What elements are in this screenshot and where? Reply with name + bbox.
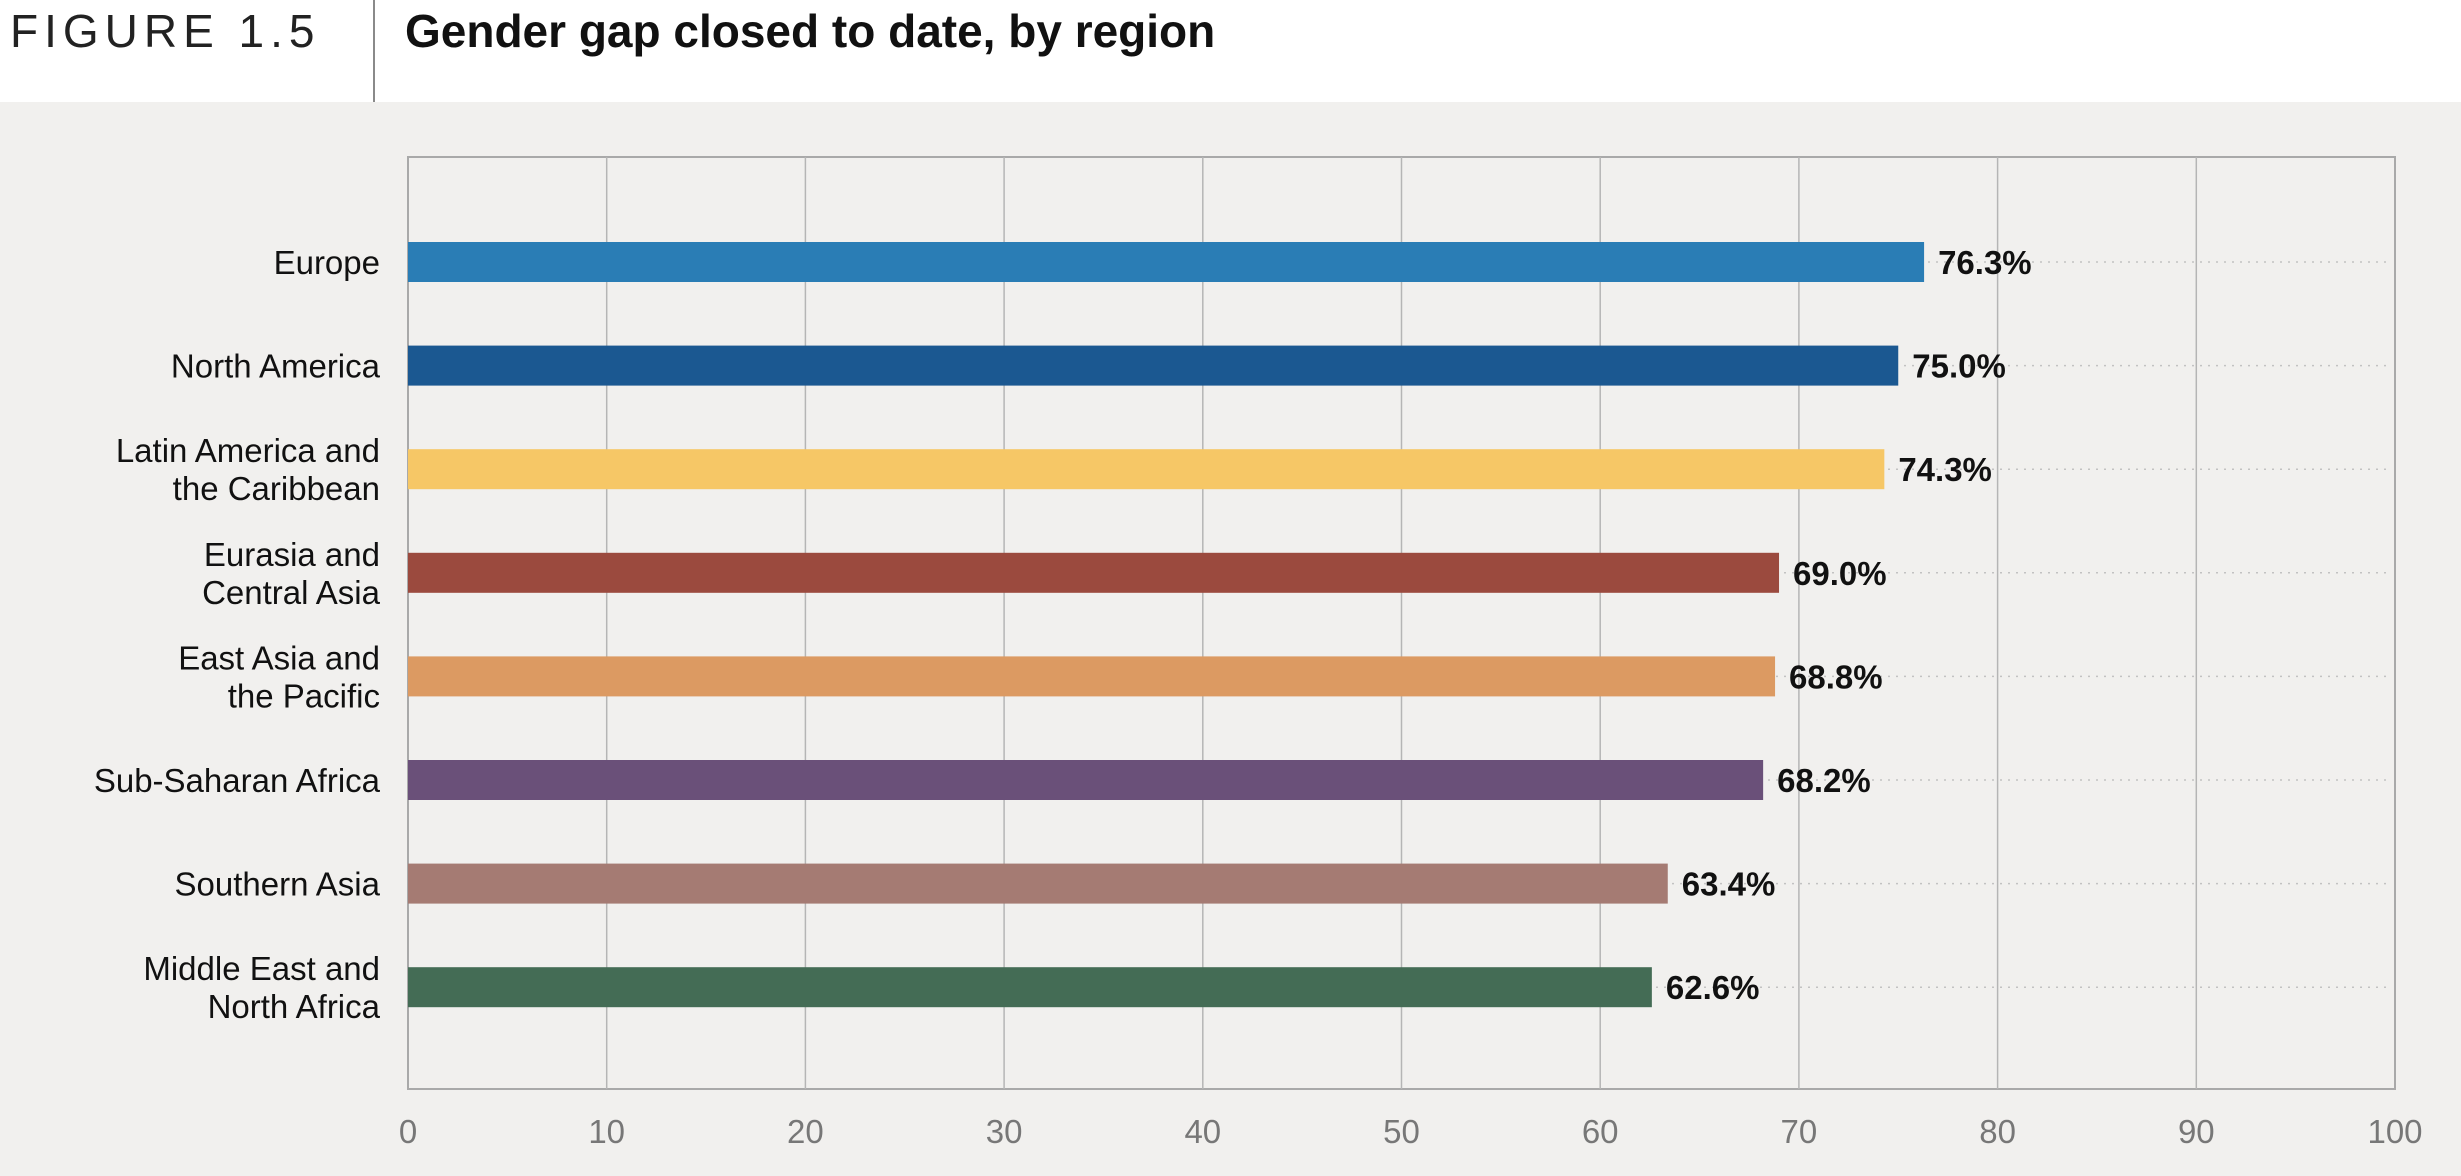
- category-label: Central Asia: [202, 574, 381, 611]
- category-label: Europe: [274, 244, 380, 281]
- category-label: the Caribbean: [173, 470, 380, 507]
- x-tick-label: 80: [1979, 1113, 2016, 1150]
- category-label: North America: [171, 348, 381, 385]
- data-label: 68.2%: [1777, 762, 1871, 799]
- category-label: Middle East and: [143, 950, 380, 987]
- bar-chart: 0 10 20 30 40 50 60 70 80 90 100 76.3% Europe 75.0% No…: [0, 102, 2461, 1176]
- data-label: 69.0%: [1793, 555, 1887, 592]
- bar: [408, 552, 1780, 593]
- data-label: 75.0%: [1912, 348, 2006, 385]
- figure-label: FIGURE 1.5: [10, 5, 321, 57]
- x-tick-label: 10: [588, 1113, 625, 1150]
- x-tick-label: 60: [1582, 1113, 1619, 1150]
- data-label: 68.8%: [1789, 658, 1883, 695]
- bar: [408, 656, 1776, 697]
- x-tick-label: 0: [399, 1113, 417, 1150]
- figure-header: FIGURE 1.5 Gender gap closed to date, by…: [0, 0, 2461, 102]
- x-tick-label: 20: [787, 1113, 824, 1150]
- category-label: the Pacific: [228, 677, 380, 714]
- bar: [408, 760, 1764, 800]
- data-label: 74.3%: [1898, 451, 1992, 488]
- data-label: 62.6%: [1666, 969, 1760, 1006]
- header-divider: [373, 0, 375, 102]
- x-tick-label: 100: [2367, 1113, 2422, 1150]
- bar: [408, 449, 1885, 490]
- category-label: Eurasia and: [204, 536, 380, 573]
- data-label: 63.4%: [1682, 866, 1776, 903]
- x-tick-label: 90: [2178, 1113, 2215, 1150]
- x-tick-label: 70: [1781, 1113, 1818, 1150]
- bar: [408, 967, 1652, 1008]
- bar: [408, 242, 1925, 282]
- x-tick-label: 50: [1383, 1113, 1420, 1150]
- category-label: North Africa: [208, 988, 381, 1025]
- category-label: Southern Asia: [175, 866, 381, 903]
- category-label: Latin America and: [116, 432, 380, 469]
- chart-svg: 0 10 20 30 40 50 60 70 80 90 100 76.3% Europe 75.0% No…: [94, 156, 2423, 1150]
- x-tick-label: 30: [986, 1113, 1023, 1150]
- category-label: Sub-Saharan Africa: [94, 762, 381, 799]
- data-label: 76.3%: [1938, 244, 2032, 281]
- x-tick-label: 40: [1184, 1113, 1221, 1150]
- bar: [408, 863, 1668, 904]
- figure-title: Gender gap closed to date, by region: [405, 5, 1216, 57]
- category-label: East Asia and: [178, 639, 380, 676]
- bar: [408, 345, 1899, 386]
